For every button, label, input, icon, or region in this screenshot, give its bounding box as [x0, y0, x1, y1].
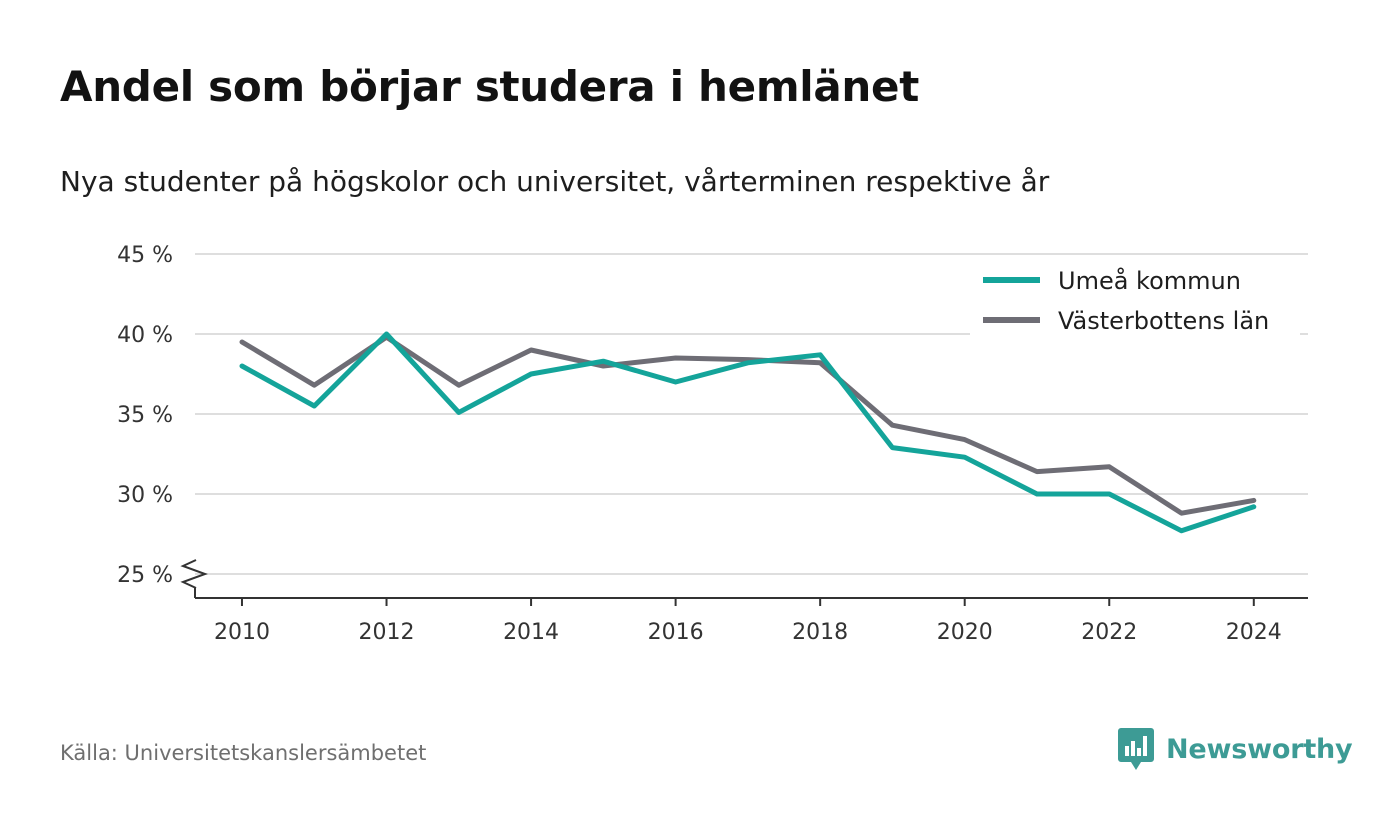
- x-tick-label: 2018: [792, 620, 848, 645]
- series-line: [239, 331, 1257, 534]
- x-tick-label: 2016: [648, 620, 704, 645]
- x-tick-label: 2014: [503, 620, 559, 645]
- series-line: [239, 334, 1257, 516]
- series-lines: [239, 331, 1257, 534]
- y-tick-label: 40 %: [117, 323, 173, 348]
- legend-background: [970, 258, 1300, 340]
- line-chart: 25 %30 %35 %40 %45 % 2010 2012 2014 2016 201…: [117, 243, 1308, 645]
- axis-break-icon: [180, 559, 208, 589]
- x-tick-label: 2020: [937, 620, 993, 645]
- y-tick-label: 35 %: [117, 403, 173, 428]
- x-axis: 2010 2012 2014 2016 2018 2020 2022 2024: [195, 597, 1308, 645]
- y-tick-label: 25 %: [117, 563, 173, 588]
- legend-label: Umeå kommun: [1058, 266, 1241, 295]
- newsworthy-logo-icon: [1118, 728, 1154, 770]
- legend-label: Västerbottens län: [1058, 307, 1269, 335]
- x-tick-label: 2024: [1226, 620, 1282, 645]
- y-tick-label: 45 %: [117, 243, 173, 268]
- source-note: Källa: Universitetskanslersämbetet: [60, 741, 427, 765]
- x-tick-label: 2012: [359, 620, 415, 645]
- y-axis-ticks: 25 % 30 % 35 % 40 % 45 %: [117, 243, 208, 598]
- brand-name: Newsworthy: [1166, 733, 1353, 765]
- chart-title: Andel som börjar studera i hemlänet: [60, 62, 919, 111]
- x-tick-label: 2022: [1081, 620, 1137, 645]
- legend: Umeå kommun Västerbottens län: [970, 258, 1300, 340]
- chart-subtitle: Nya studenter på högskolor och universit…: [60, 165, 1050, 198]
- x-tick-label: 2010: [214, 620, 270, 645]
- y-tick-label: 30 %: [117, 483, 173, 508]
- brand: Newsworthy: [1118, 726, 1353, 772]
